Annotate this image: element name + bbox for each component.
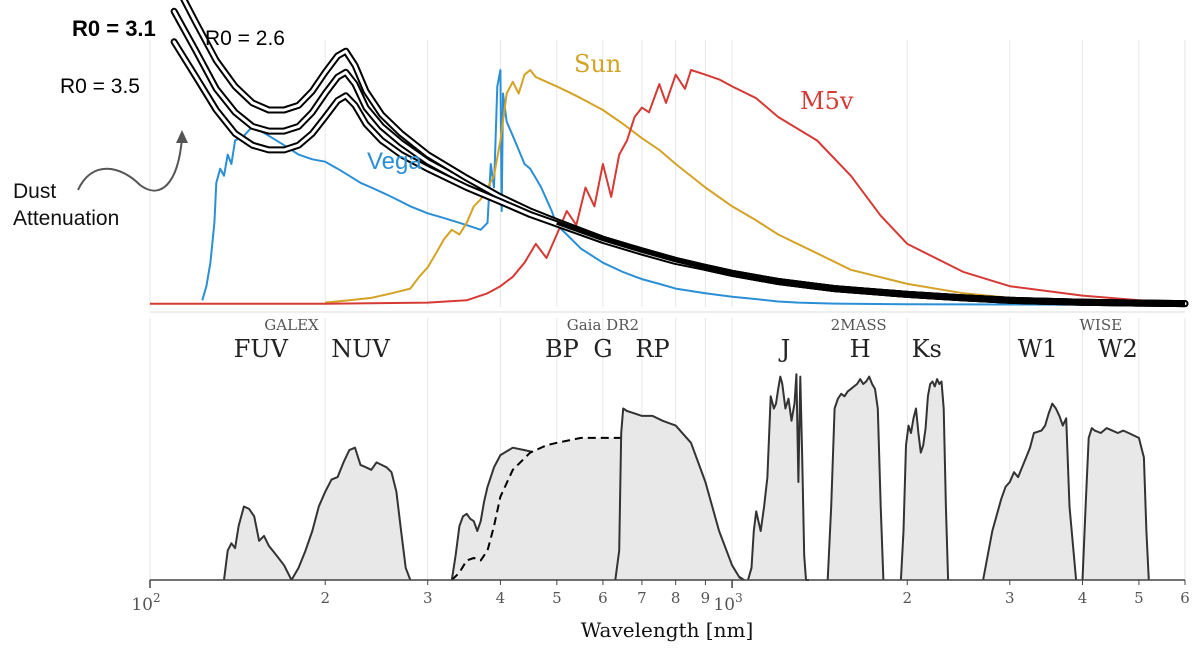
spectra-panel: [150, 0, 1189, 308]
filter-curve-fuv: [223, 505, 293, 581]
minor-tick-label: 7: [637, 589, 647, 607]
dust-label-line1: Dust: [13, 180, 56, 203]
filter-fill-w1: [983, 403, 1077, 580]
minor-tick-label: 2: [320, 589, 330, 607]
filter-fill-nuv: [291, 447, 411, 580]
spectrum-line-m5v: [150, 69, 1186, 305]
filter-curve-ks: [899, 378, 950, 581]
band-label-nuv: NUV: [331, 335, 390, 363]
dust-curve-outline-r0-2-6: [180, 0, 1189, 308]
dust-curve-merged-tail: [556, 220, 1186, 306]
minor-tick-label: 8: [671, 589, 681, 607]
r31-label: R0 = 3.1: [72, 16, 156, 41]
dust-label-line2: Attenuation: [13, 207, 119, 230]
spectrum-line-vega: [201, 69, 1185, 306]
dust-arrow-head-icon: [176, 130, 188, 143]
dust-arrow: [77, 137, 183, 192]
filter-curve-w1: [982, 402, 1078, 581]
minor-tick-label: 4: [1078, 589, 1088, 607]
filter-curve-j: [747, 373, 809, 581]
band-label-bp: BP: [545, 335, 579, 363]
band-label-h: H: [850, 335, 871, 363]
x-axis: 102 103 2 3 4 5 6 7 8 9 2 3 4 5 6: [131, 579, 1190, 615]
vega-label: Vega: [367, 148, 422, 175]
filter-fill-j: [748, 374, 809, 580]
band-label-w1: W1: [1018, 335, 1058, 363]
sun-label: Sun: [574, 50, 621, 78]
x-axis-title: Wavelength [nm]: [581, 618, 754, 642]
minor-tick-label: 9: [701, 589, 711, 607]
minor-tick-label: 6: [598, 589, 608, 607]
minor-tick-label: 5: [552, 589, 562, 607]
filter-curve-rp: [614, 407, 745, 581]
filter-curve-w2: [1081, 427, 1150, 581]
band-label-ks: Ks: [912, 335, 942, 363]
filter-fill-rp: [615, 408, 745, 580]
filter-fill-fuv: [224, 506, 292, 580]
band-label-fuv: FUV: [234, 335, 289, 363]
filter-fill-h: [827, 376, 884, 580]
filter-curve-h: [826, 375, 885, 581]
survey-label: 2MASS: [831, 316, 887, 334]
band-label-g: G: [593, 335, 612, 363]
survey-label: Gaia DR2: [567, 316, 639, 334]
filter-fill-w2: [1082, 428, 1149, 580]
band-label-w2: W2: [1098, 335, 1138, 363]
minor-tick-label: 4: [496, 589, 506, 607]
minor-tick-label: 2: [903, 589, 913, 607]
m5v-label: M5v: [800, 87, 854, 115]
minor-tick-label: 3: [423, 589, 433, 607]
minor-tick-label: 3: [1005, 589, 1015, 607]
band-label-rp: RP: [635, 335, 669, 363]
major-tick-label: 102: [131, 591, 160, 615]
major-tick-label: 103: [713, 591, 742, 615]
survey-label: WISE: [1080, 316, 1123, 334]
filter-panel: FUV NUV BP G RP J H Ks W1 W2 GALEX Gaia DR2 2MASS WIS…: [223, 316, 1150, 581]
spectra-grid: [149, 40, 1186, 313]
r26-label: R0 = 2.6: [205, 27, 285, 50]
band-label-j: J: [778, 335, 791, 363]
minor-tick-label: 5: [1134, 589, 1144, 607]
filter-curve-nuv: [290, 446, 412, 581]
survey-label: GALEX: [264, 316, 319, 334]
r35-label: R0 = 3.5: [60, 75, 140, 98]
minor-tick-label: 6: [1180, 589, 1190, 607]
spectrum-line-sun: [325, 69, 1186, 305]
filter-fill-ks: [900, 379, 949, 580]
